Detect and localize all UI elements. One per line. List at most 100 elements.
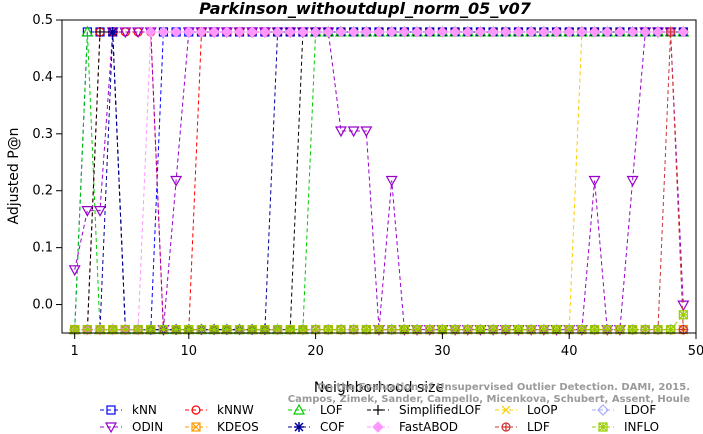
data-point — [602, 324, 612, 335]
data-point — [233, 26, 246, 38]
data-point — [322, 26, 334, 38]
data-point — [336, 324, 346, 335]
data-point — [70, 324, 80, 335]
data-point — [323, 324, 333, 335]
legend-label: INFLO — [624, 420, 659, 434]
data-point — [335, 26, 347, 38]
data-point — [259, 26, 271, 38]
legend-label: LDF — [527, 420, 550, 434]
data-point — [588, 175, 601, 187]
series-inflo — [70, 310, 688, 335]
legend-item: LoOP — [495, 403, 558, 417]
data-point — [488, 324, 498, 335]
legend-item: LDF — [495, 420, 550, 434]
data-point — [513, 324, 524, 335]
legend-marker — [501, 405, 511, 415]
data-point — [677, 26, 690, 38]
data-point — [539, 324, 549, 335]
legend-label: kNNW — [217, 403, 254, 417]
data-point — [209, 324, 219, 335]
data-point — [208, 26, 220, 38]
data-point — [639, 26, 651, 38]
data-point — [196, 324, 207, 335]
legend-label: ODIN — [132, 420, 163, 434]
data-point — [311, 324, 321, 335]
data-point — [82, 324, 92, 335]
legend-label: COF — [320, 420, 345, 434]
data-point — [107, 26, 118, 37]
data-point — [615, 324, 625, 335]
data-point — [68, 265, 81, 277]
data-point — [334, 126, 347, 138]
data-point — [360, 126, 373, 138]
data-point — [678, 324, 688, 335]
data-point — [677, 300, 690, 312]
data-point — [234, 324, 245, 335]
data-point — [94, 206, 107, 217]
y-tick-label: 0.1 — [32, 241, 53, 256]
data-point — [146, 324, 156, 335]
data-point — [666, 324, 676, 335]
data-point — [538, 26, 550, 38]
legend-marker — [294, 422, 304, 432]
data-point — [398, 26, 411, 38]
legend-item: kNNW — [185, 403, 254, 417]
series-simplifiedlof — [69, 26, 689, 335]
legend-label: FastABOD — [399, 420, 458, 434]
data-point — [437, 324, 447, 335]
data-point — [664, 323, 677, 336]
data-point — [653, 324, 663, 335]
legend-label: kNN — [132, 403, 157, 417]
data-point — [525, 26, 537, 38]
data-point — [347, 126, 360, 138]
series-lof — [68, 25, 690, 335]
data-point — [424, 26, 436, 38]
legend-marker — [104, 422, 118, 434]
data-point — [158, 324, 169, 335]
legend-label: LoOP — [527, 403, 558, 417]
data-point — [589, 324, 600, 335]
data-point — [450, 324, 460, 335]
data-point — [666, 27, 676, 37]
data-point — [462, 26, 474, 38]
data-point — [640, 324, 650, 335]
legend-marker — [373, 405, 383, 415]
legend-item: kNN — [100, 403, 157, 417]
data-point — [399, 324, 409, 335]
y-tick-label: 0.4 — [32, 70, 53, 85]
data-point — [550, 26, 563, 38]
x-tick-label: 50 — [688, 344, 703, 359]
data-point — [132, 27, 145, 39]
legend-marker — [598, 422, 608, 432]
data-point — [463, 324, 473, 335]
plot-area — [68, 25, 690, 336]
data-point — [360, 26, 373, 38]
data-point — [576, 26, 588, 38]
x-axis-label: Neighborhood size — [314, 380, 444, 396]
data-point — [349, 324, 359, 335]
series-cof — [69, 26, 689, 335]
y-tick-label: 0.5 — [32, 13, 53, 28]
legend-item: FastABOD — [367, 420, 458, 434]
data-point — [222, 324, 232, 335]
data-point — [221, 26, 233, 38]
x-tick-label: 30 — [434, 344, 451, 359]
data-point — [247, 324, 257, 335]
data-point — [170, 26, 182, 38]
data-point — [425, 324, 435, 335]
plot-frame — [61, 19, 697, 334]
data-point — [361, 324, 371, 335]
legend-marker — [191, 405, 201, 415]
data-point — [347, 26, 360, 38]
data-point — [449, 26, 461, 38]
data-point — [626, 26, 639, 38]
data-point — [474, 26, 487, 38]
data-point — [120, 324, 131, 335]
data-point — [385, 175, 398, 187]
series-fastabod — [68, 26, 690, 336]
data-point — [171, 324, 181, 335]
data-point — [678, 310, 688, 320]
data-point — [272, 324, 283, 335]
data-point — [81, 206, 94, 217]
